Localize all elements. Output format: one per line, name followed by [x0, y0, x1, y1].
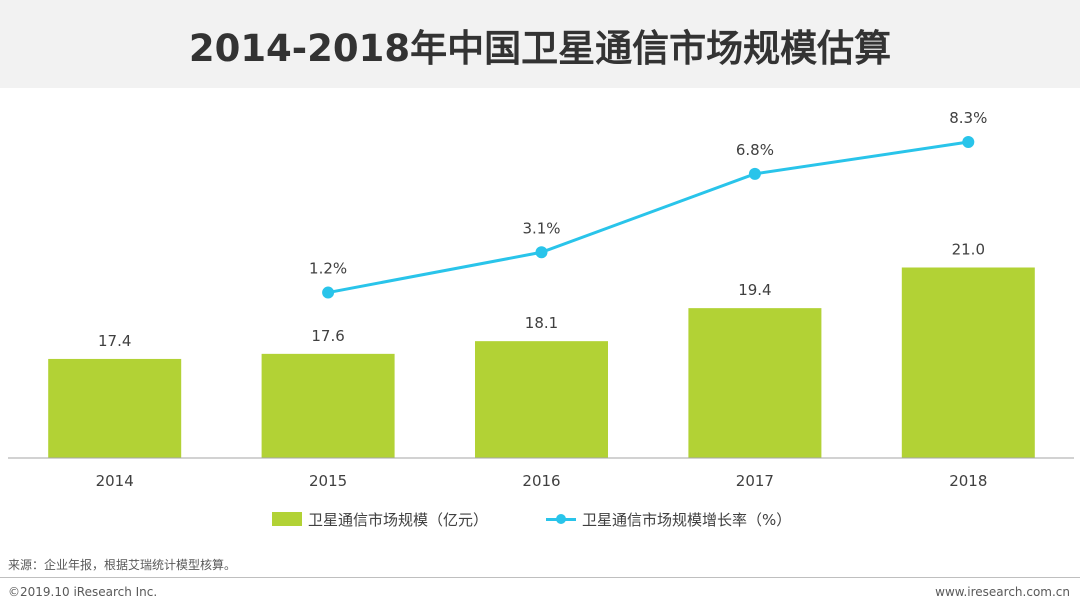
x-tick-label: 2014: [96, 472, 134, 490]
footer-divider: [0, 577, 1080, 578]
bar-2017: [688, 308, 822, 458]
rate-point-2018: [962, 136, 975, 149]
rate-point-2017: [748, 167, 761, 180]
bar-2018: [901, 267, 1035, 458]
x-tick-label: 2018: [949, 472, 987, 490]
rate-point-2015: [322, 286, 335, 299]
rate-value-label: 8.3%: [949, 109, 987, 127]
legend: 卫星通信市场规模（亿元） 卫星通信市场规模增长率（%）: [0, 506, 1080, 532]
x-tick-label: 2015: [309, 472, 347, 490]
x-tick-label: 2016: [522, 472, 560, 490]
source-note: 来源：企业年报，根据艾瑞统计模型核算。: [8, 558, 237, 572]
bar-value-label: 17.4: [98, 332, 131, 350]
x-tick-label: 2017: [736, 472, 774, 490]
legend-bar-swatch: [272, 512, 302, 526]
bar-2014: [48, 358, 182, 458]
rate-value-label: 1.2%: [309, 260, 347, 278]
copyright: ©2019.10 iResearch Inc.: [8, 585, 158, 599]
bar-value-label: 21.0: [952, 241, 985, 259]
rate-value-label: 6.8%: [736, 141, 774, 159]
bar-value-label: 18.1: [525, 314, 558, 332]
legend-dot-swatch: [556, 514, 566, 524]
website-link: www.iresearch.com.cn: [935, 585, 1070, 599]
rate-value-label: 3.1%: [522, 219, 560, 237]
legend-bar-label: 卫星通信市场规模（亿元）: [308, 511, 489, 529]
rate-point-2016: [535, 246, 548, 259]
title-bar: [0, 0, 1080, 88]
bar-value-label: 17.6: [311, 327, 344, 345]
chart-title: 2014-2018年中国卫星通信市场规模估算: [188, 27, 892, 70]
growth-rate-line: [327, 140, 969, 295]
bar-value-label: 19.4: [738, 281, 771, 299]
chart: 2014 2015 2016 2017 2018 17.4 17.6 18.1 19.4 21.…: [8, 109, 1074, 490]
bar-2016: [475, 341, 608, 458]
legend-line-label: 卫星通信市场规模增长率（%）: [582, 511, 792, 529]
bar-2015: [261, 353, 395, 458]
